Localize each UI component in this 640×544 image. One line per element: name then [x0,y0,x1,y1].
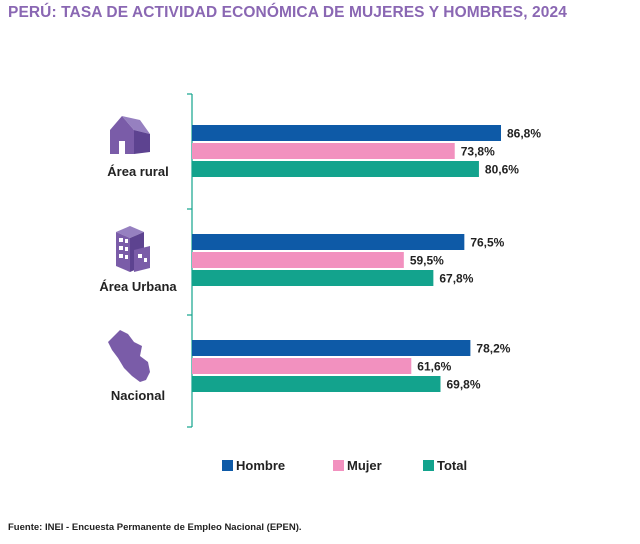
peru-map-icon [108,330,150,382]
value-label: 69,8% [446,378,480,392]
value-label: 80,6% [485,163,519,177]
building-icon [116,226,150,272]
legend-item-total: Total [423,458,467,473]
legend-label: Hombre [236,458,285,473]
value-label: 61,6% [417,360,451,374]
bar-mujer [192,143,455,159]
bar-hombre [192,340,471,356]
bar-mujer [192,252,404,268]
value-label: 78,2% [476,342,510,356]
legend-item-mujer: Mujer [333,458,382,473]
category-label: Área Urbana [99,279,177,294]
value-label: 86,8% [507,127,541,141]
value-label: 73,8% [461,145,495,159]
bar-total [192,161,479,177]
bar-mujer [192,358,412,374]
category-label: Área rural [107,164,168,179]
bar-total [192,376,441,392]
legend-item-hombre: Hombre [222,458,285,473]
bar-hombre [192,234,465,250]
category-label: Nacional [111,388,165,403]
legend-swatch [222,460,233,471]
legend-label: Mujer [347,458,382,473]
bar-total [192,270,434,286]
value-label: 76,5% [470,236,504,250]
source-note: Fuente: INEI - Encuesta Permanente de Em… [8,522,302,533]
legend-label: Total [437,458,467,473]
legend-swatch [333,460,344,471]
value-label: 67,8% [439,272,473,286]
house-icon [110,116,150,154]
chart-title: PERÚ: TASA DE ACTIVIDAD ECONÓMICA DE MUJ… [8,4,567,21]
value-label: 59,5% [410,254,444,268]
legend-swatch [423,460,434,471]
bar-hombre [192,125,502,141]
